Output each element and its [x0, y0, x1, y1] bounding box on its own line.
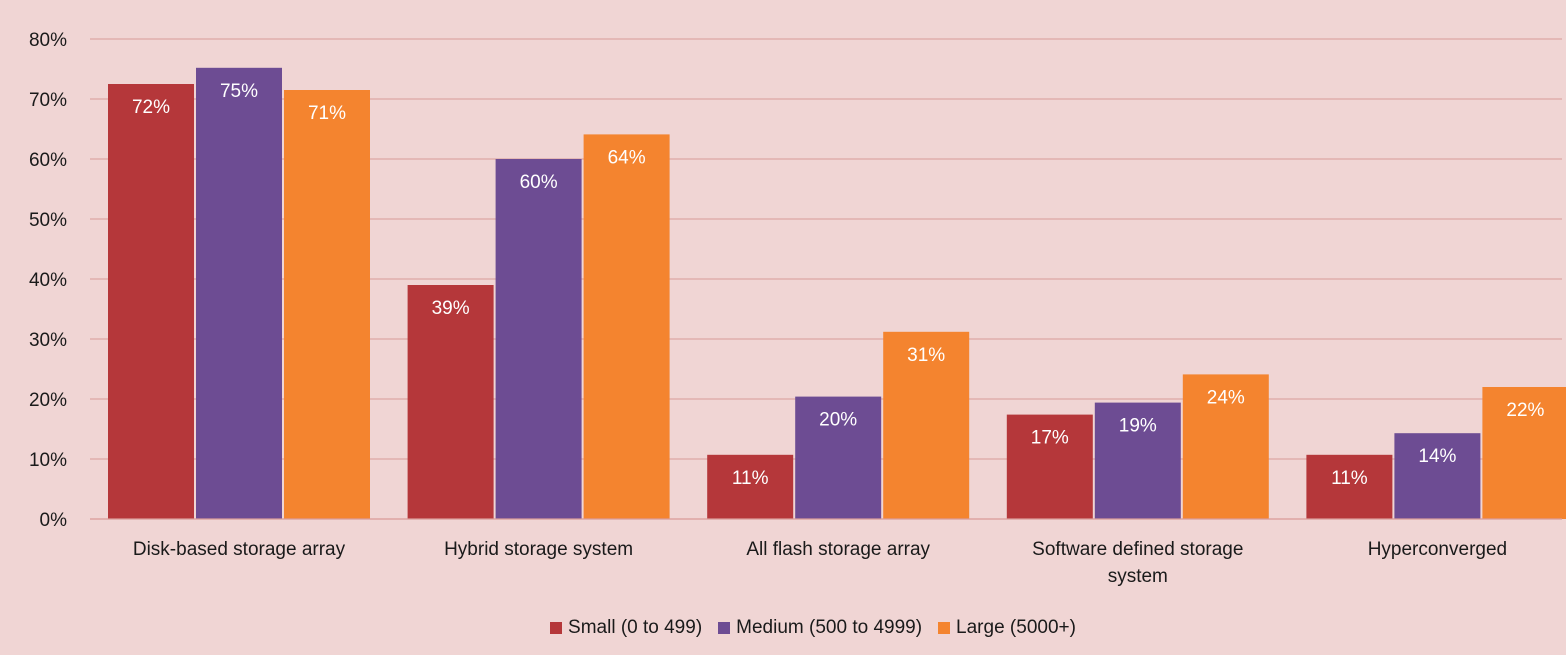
data-label: 75%: [220, 81, 258, 102]
legend-swatch-small: [550, 622, 563, 634]
data-label: 20%: [819, 410, 857, 431]
legend-swatch-large: [938, 622, 951, 634]
bar: [1482, 387, 1566, 519]
data-label: 22%: [1506, 400, 1544, 421]
data-label: 14%: [1418, 446, 1456, 467]
x-tick-label: All flash storage array: [746, 539, 930, 560]
data-label: 71%: [308, 103, 346, 124]
y-tick-label: 40%: [29, 270, 67, 291]
bar: [1306, 454, 1393, 519]
legend: Small (0 to 499) Medium (500 to 4999) La…: [0, 617, 1566, 639]
x-tick-label: system: [1108, 566, 1168, 587]
data-label: 11%: [1331, 468, 1368, 489]
bar: [196, 67, 282, 520]
bar: [108, 84, 194, 519]
bar: [407, 285, 494, 519]
legend-label-large: Large (5000+): [956, 617, 1076, 638]
bar: [495, 159, 582, 519]
data-label: 72%: [132, 97, 170, 118]
legend-label-small: Small (0 to 499): [568, 617, 703, 638]
bar: [583, 134, 670, 519]
legend-item-large: Large (5000+): [938, 617, 1076, 639]
y-tick-label: 20%: [29, 390, 67, 411]
data-label: 39%: [432, 298, 470, 319]
y-tick-label: 30%: [29, 330, 67, 351]
y-tick-label: 10%: [29, 450, 67, 471]
data-label: 19%: [1119, 416, 1157, 437]
x-tick-label: Hyperconverged: [1368, 539, 1507, 560]
bar: [284, 90, 370, 519]
bar: [707, 454, 794, 519]
legend-item-medium: Medium (500 to 4999): [718, 617, 922, 639]
data-label: 24%: [1207, 387, 1245, 408]
y-tick-label: 50%: [29, 210, 67, 231]
bar: [1394, 433, 1481, 519]
y-tick-label: 60%: [29, 150, 67, 171]
y-tick-label: 70%: [29, 90, 67, 111]
bar: [795, 396, 882, 519]
y-tick-label: 80%: [29, 30, 67, 51]
data-label: 64%: [608, 147, 646, 168]
legend-swatch-medium: [718, 622, 731, 634]
data-label: 17%: [1031, 428, 1069, 449]
bar: [1006, 414, 1093, 519]
bar: [883, 331, 970, 519]
data-label: 31%: [907, 345, 945, 366]
legend-label-medium: Medium (500 to 4999): [736, 617, 923, 638]
bar: [1094, 402, 1181, 519]
x-tick-label: Disk-based storage array: [133, 539, 346, 560]
bar: [1182, 374, 1269, 519]
x-tick-label: Software defined storage: [1032, 539, 1243, 560]
x-tick-label: Hybrid storage system: [444, 539, 633, 560]
legend-item-small: Small (0 to 499): [550, 617, 702, 639]
data-label: 60%: [520, 172, 558, 193]
data-label: 11%: [732, 468, 769, 489]
y-tick-label: 0%: [40, 510, 68, 531]
